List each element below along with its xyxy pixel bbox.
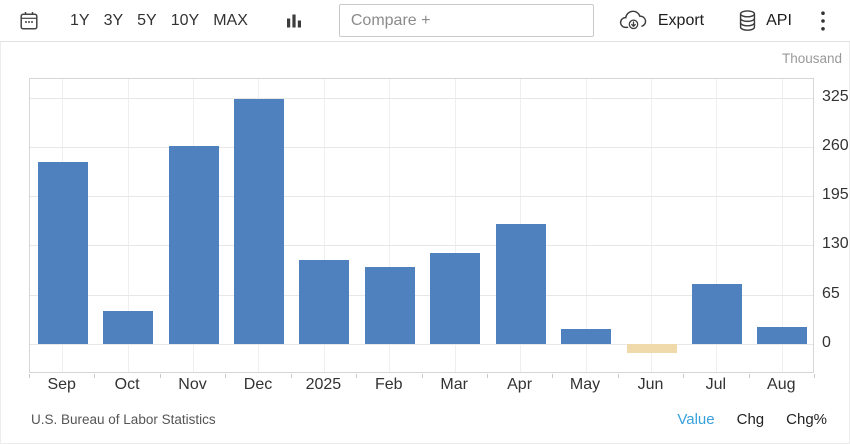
chart-bar-2025[interactable] bbox=[299, 259, 350, 344]
range-max[interactable]: MAX bbox=[213, 11, 248, 29]
gridline-vertical bbox=[650, 79, 652, 372]
x-axis-tick bbox=[814, 374, 815, 378]
y-axis-tick-label: 195 bbox=[822, 186, 849, 204]
plot-area bbox=[29, 78, 814, 373]
toolbar: 1Y 3Y 5Y 10Y MAX Export API bbox=[0, 0, 850, 42]
gridline-vertical bbox=[585, 79, 587, 372]
x-axis-tick bbox=[290, 374, 292, 378]
range-3y[interactable]: 3Y bbox=[103, 11, 124, 29]
date-range-button[interactable] bbox=[18, 10, 40, 32]
footer-link-chgpct[interactable]: Chg% bbox=[786, 411, 827, 428]
gridline-horizontal bbox=[30, 245, 813, 247]
api-label: API bbox=[766, 11, 792, 29]
range-1y[interactable]: 1Y bbox=[70, 11, 90, 29]
cloud-download-icon bbox=[619, 10, 647, 30]
y-axis-tick-label: 0 bbox=[822, 333, 831, 351]
x-axis-tick bbox=[421, 374, 423, 378]
x-axis-tick bbox=[94, 374, 96, 378]
x-axis-tick bbox=[29, 374, 30, 378]
x-axis-label: Oct bbox=[114, 376, 140, 393]
footer-link-value[interactable]: Value bbox=[677, 411, 715, 428]
gridline-horizontal bbox=[30, 97, 813, 99]
y-axis-tick-label: 325 bbox=[822, 87, 849, 105]
gridline-vertical bbox=[127, 79, 129, 372]
x-axis-tick bbox=[552, 374, 554, 378]
source-credit: U.S. Bureau of Labor Statistics bbox=[31, 412, 216, 427]
x-axis-label: Dec bbox=[243, 376, 273, 393]
chart-bar-Feb[interactable] bbox=[364, 266, 415, 344]
gridline-horizontal bbox=[30, 343, 813, 345]
chart-bar-Oct[interactable] bbox=[103, 310, 154, 344]
y-axis-tick-label: 65 bbox=[822, 284, 840, 302]
x-axis-label: Apr bbox=[507, 376, 533, 393]
y-axis-tick-label: 260 bbox=[822, 137, 849, 155]
chart-bar-Sep[interactable] bbox=[37, 162, 88, 344]
x-axis-label: 2025 bbox=[305, 376, 342, 393]
chart-bar-May[interactable] bbox=[561, 329, 611, 344]
compare-input[interactable] bbox=[338, 4, 594, 37]
x-axis-tick bbox=[748, 374, 750, 378]
x-axis-tick bbox=[617, 374, 619, 378]
gridline-vertical bbox=[716, 79, 718, 372]
gridline-vertical bbox=[454, 79, 456, 372]
x-axis-label: Jul bbox=[705, 376, 727, 393]
more-menu-button[interactable] bbox=[820, 10, 826, 32]
x-axis-label: Aug bbox=[767, 376, 796, 393]
x-axis-label: Mar bbox=[440, 376, 468, 393]
chart-bar-Jun[interactable] bbox=[626, 343, 677, 354]
chart-bar-Apr[interactable] bbox=[495, 224, 546, 344]
x-axis-label: Nov bbox=[178, 376, 207, 393]
x-axis-label: Sep bbox=[47, 376, 76, 393]
range-5y[interactable]: 5Y bbox=[137, 11, 157, 29]
chart-bar-Nov[interactable] bbox=[168, 146, 219, 344]
x-axis-label: Feb bbox=[375, 376, 403, 393]
range-10y[interactable]: 10Y bbox=[170, 11, 200, 29]
api-button[interactable]: API bbox=[738, 9, 792, 32]
chart-type-button[interactable] bbox=[284, 11, 304, 31]
export-label: Export bbox=[657, 11, 705, 29]
x-axis-tick bbox=[486, 374, 488, 378]
axis-unit-label: Thousand bbox=[781, 51, 842, 66]
calendar-icon bbox=[20, 11, 38, 30]
footer-link-chg[interactable]: Chg bbox=[736, 411, 765, 428]
export-button[interactable]: Export bbox=[618, 9, 704, 32]
x-axis-label: Jun bbox=[637, 376, 664, 393]
x-axis-tick bbox=[683, 374, 685, 378]
y-axis-tick-label: 130 bbox=[822, 235, 849, 253]
database-icon bbox=[739, 10, 756, 31]
x-axis-label: May bbox=[569, 376, 601, 393]
x-axis-tick bbox=[159, 374, 161, 378]
range-selector: 1Y 3Y 5Y 10Y MAX bbox=[70, 12, 248, 30]
gridline-horizontal bbox=[30, 147, 813, 149]
x-axis-tick bbox=[356, 374, 358, 378]
chart-bar-Aug[interactable] bbox=[757, 327, 808, 344]
kebab-menu-icon bbox=[821, 10, 825, 31]
gridline-vertical bbox=[323, 79, 325, 372]
chart-panel: Thousand U.S. Bureau of Labor Statistics… bbox=[0, 42, 850, 444]
chart-bar-Dec[interactable] bbox=[234, 99, 284, 344]
column-chart-icon bbox=[286, 14, 301, 27]
gridline-horizontal bbox=[30, 196, 813, 198]
footer-view-switcher: Value Chg Chg% bbox=[677, 411, 827, 428]
gridline-vertical bbox=[389, 79, 391, 372]
chart-bar-Jul[interactable] bbox=[691, 284, 742, 344]
chart-bar-Mar[interactable] bbox=[430, 253, 481, 344]
gridline-horizontal bbox=[30, 294, 813, 296]
gridline-vertical bbox=[781, 79, 783, 372]
chart-footer: U.S. Bureau of Labor Statistics Value Ch… bbox=[31, 411, 827, 428]
x-axis-tick bbox=[225, 374, 227, 378]
